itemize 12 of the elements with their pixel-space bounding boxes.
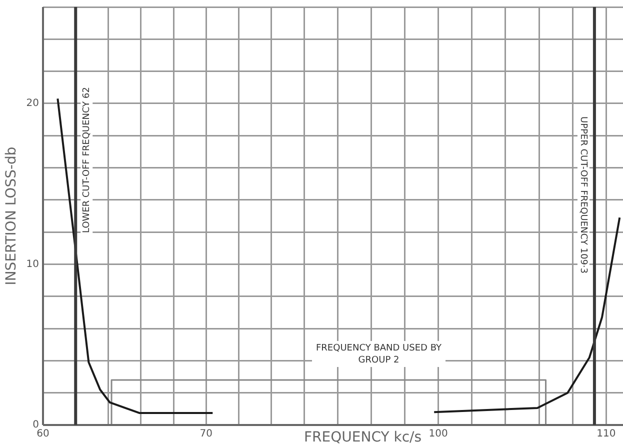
y-axis-title: INSERTION LOSS-db <box>4 146 20 286</box>
x-tick-label: 100 <box>428 428 448 440</box>
y-tick-label: 10 <box>26 258 39 270</box>
x-tick-label: 70 <box>200 428 212 440</box>
ref-line-label: LOWER CUT-OFF FREQUENCY 62 <box>82 87 92 233</box>
x-axis-title: FREQUENCY kc/s <box>304 430 422 446</box>
y-tick-label: 20 <box>26 98 39 110</box>
ref-line-label: UPPER CUT-OFF FREQUENCY 109·3 <box>578 116 588 274</box>
annotation: FREQUENCY BAND USED BY GROUP 2 <box>316 343 442 366</box>
y-tick-label: 0 <box>32 420 39 431</box>
x-tick-label: 110 <box>596 428 616 440</box>
x-tick-label: 60 <box>36 428 50 440</box>
